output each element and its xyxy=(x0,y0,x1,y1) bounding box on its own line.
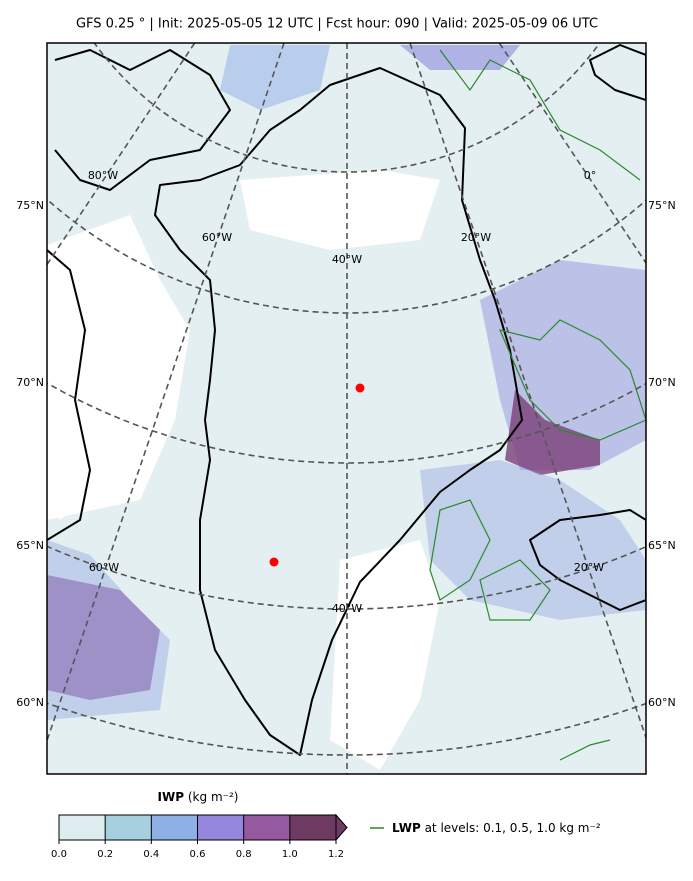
lon-label: 20°W xyxy=(461,231,491,244)
lon-label: 60°W xyxy=(202,231,232,244)
lon-label: 0° xyxy=(584,169,597,182)
clear-area xyxy=(330,540,440,770)
lat-label: 75°N xyxy=(16,199,44,212)
clear-area xyxy=(240,170,440,250)
colorbar-tick-label: 0.6 xyxy=(190,849,206,860)
station-marker xyxy=(355,383,365,393)
colorbar-title: IWP (kg m⁻²) xyxy=(158,790,239,804)
graticule xyxy=(47,43,646,774)
colorbar-segment xyxy=(151,815,198,840)
lon-label: 60°W xyxy=(89,561,119,574)
meridian xyxy=(409,43,646,741)
lat-label: 70°N xyxy=(648,376,676,389)
parallel xyxy=(47,702,646,756)
iwp-high xyxy=(505,390,600,475)
lat-label: 75°N xyxy=(648,199,676,212)
colorbar: 0.0 0.2 0.4 0.6 0.8 1.0 1.2 xyxy=(51,813,348,860)
lwp-contour xyxy=(498,319,646,441)
lon-label: 40°W xyxy=(332,602,362,615)
lon-label: 80°W xyxy=(88,169,118,182)
lat-label: 65°N xyxy=(16,539,44,552)
colorbar-segment xyxy=(289,815,337,840)
colorbar-tick-label: 0.8 xyxy=(236,849,252,860)
map-frame xyxy=(46,42,647,775)
lwp-contour xyxy=(479,559,551,621)
colorbar-tick-label: 1.2 xyxy=(328,849,344,860)
map: 80°W 60°W 40°W 20°W 0° 60°W 40°W 20°W xyxy=(47,43,646,774)
greenland-coast xyxy=(154,67,523,756)
iceland-coast xyxy=(529,509,646,611)
station-marker xyxy=(269,557,279,567)
baffin-coast xyxy=(47,249,91,541)
colorbar-tick-label: 0.4 xyxy=(143,849,159,860)
colorbar-extend xyxy=(335,813,348,842)
iwp-mid xyxy=(220,45,330,110)
lat-label: 60°N xyxy=(16,696,44,709)
colorbar-unit: (kg m⁻²) xyxy=(188,790,239,804)
title: GFS 0.25 ° | Init: 2025-05-05 12 UTC | F… xyxy=(76,17,598,32)
iwp-mid xyxy=(47,540,170,720)
lon-label: 40°W xyxy=(332,253,362,266)
lat-labels: 75°N 70°N 65°N 60°N 75°N 70°N 65°N 60°N xyxy=(16,199,675,709)
colorbar-segment xyxy=(197,815,245,840)
parallel xyxy=(47,198,646,314)
iwp-mid xyxy=(400,45,520,70)
colorbar-label: IWP xyxy=(158,790,185,804)
lat-label: 65°N xyxy=(648,539,676,552)
lwp-contour xyxy=(439,49,641,181)
svalbard-coast xyxy=(589,44,646,101)
colorbar-tick-label: 1.0 xyxy=(282,849,298,860)
lwp-contour xyxy=(559,739,611,761)
colorbar-tick-label: 0.0 xyxy=(51,849,67,860)
ellesmere-coast xyxy=(54,49,231,191)
lat-label: 70°N xyxy=(16,376,44,389)
lon-label: 20°W xyxy=(574,561,604,574)
legend-label: LWP xyxy=(392,821,421,835)
legend-desc: at levels: 0.1, 0.5, 1.0 kg m⁻² xyxy=(425,821,601,835)
colorbar-tick-label: 0.2 xyxy=(97,849,113,860)
colorbar-segment xyxy=(243,815,291,840)
colorbar-segment xyxy=(59,815,106,840)
meridian xyxy=(47,43,285,744)
iwp-mid xyxy=(420,460,646,620)
meridian xyxy=(498,43,646,265)
lat-label: 60°N xyxy=(648,696,676,709)
colorbar-segment xyxy=(105,815,152,840)
lwp-contour xyxy=(429,499,491,601)
legend-text: LWP at levels: 0.1, 0.5, 1.0 kg m⁻² xyxy=(392,821,601,835)
meridian xyxy=(47,43,196,266)
